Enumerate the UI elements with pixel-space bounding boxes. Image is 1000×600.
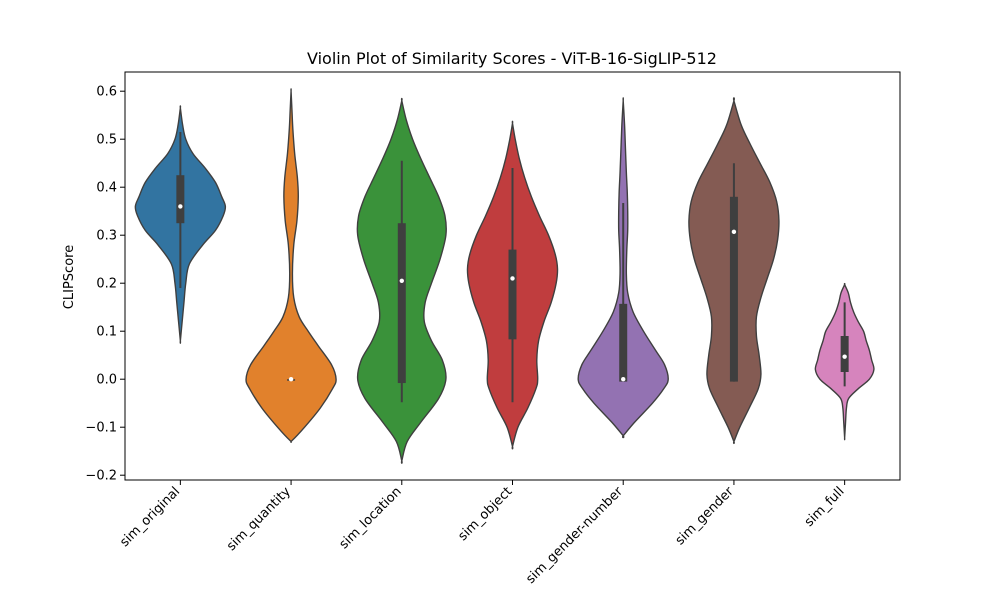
median-marker [731,229,737,235]
y-tick-label: 0.6 [96,85,117,100]
violin-sim_quantity [245,88,337,444]
violin-sim_full [814,282,875,441]
iqr-box [176,175,185,224]
median-marker [510,276,515,281]
y-tick-label: −0.1 [85,421,117,436]
iqr-box [840,336,849,372]
median-marker [621,377,626,382]
y-tick-label: −0.2 [85,469,117,484]
violin-sim_gender-number [577,97,669,439]
median-marker [178,204,183,209]
y-tick-label: 0.0 [96,373,117,388]
iqr-box [619,303,628,382]
y-axis-title: CLIPScore [62,245,77,309]
median-marker [842,354,847,359]
x-tick-label: sim_full [802,484,848,530]
x-tick-label: sim_gender-number [523,484,626,587]
violin-sim_gender [688,97,780,445]
iqr-box [508,249,517,340]
y-tick-label: 0.3 [96,229,117,244]
y-tick-label: 0.5 [96,133,117,148]
x-tick-label: sim_gender [673,484,738,549]
x-tick-label: sim_location [337,484,405,552]
y-tick-label: 0.2 [96,277,117,292]
violin-sim_location [356,97,447,464]
iqr-box [729,196,738,382]
x-tick-label: sim_quantity [224,484,294,554]
violin-sim_original [134,105,227,344]
violin-sim_object [466,120,559,450]
median-marker [399,278,404,283]
violins-layer [134,88,875,464]
median-marker [288,377,294,382]
violin-body [245,88,337,444]
iqr-box [397,223,406,384]
x-tick-label: sim_object [456,484,516,544]
x-tick-label: sim_original [117,484,183,550]
y-tick-label: 0.1 [96,325,117,340]
chart-title: Violin Plot of Similarity Scores - ViT-B… [307,49,717,68]
y-tick-label: 0.4 [96,181,117,196]
